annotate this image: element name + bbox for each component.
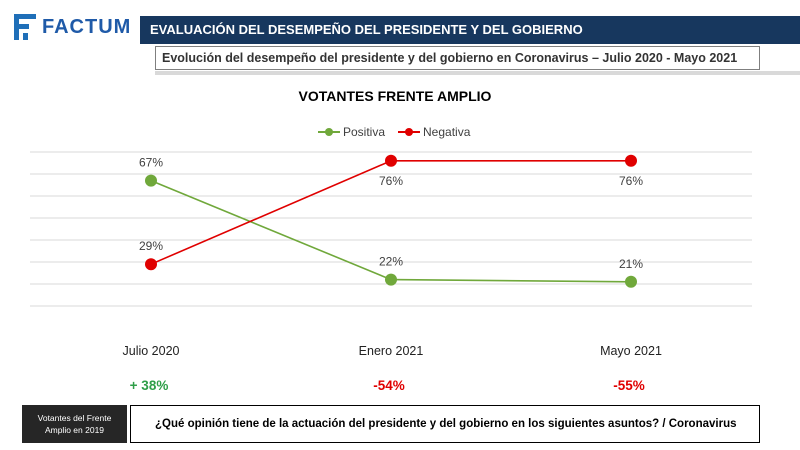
survey-question: ¿Qué opinión tiene de la actuación del p… [130,405,760,443]
data-label-negativa-0: 29% [139,239,163,253]
point-negativa-0 [145,258,157,271]
sample-label: Votantes del Frente Amplio en 2019 [22,405,127,443]
data-label-positiva-2: 21% [619,257,643,271]
legend-label-negativa: Negativa [423,125,471,139]
legend-label-positiva: Positiva [343,125,385,139]
x-tick-label-2: Mayo 2021 [600,344,662,358]
chart-title: VOTANTES FRENTE AMPLIO [298,88,492,104]
point-negativa-1 [385,154,397,167]
point-positiva-0 [145,174,157,187]
page-title: EVALUACIÓN DEL DESEMPEÑO DEL PRESIDENTE … [140,16,800,44]
point-positiva-1 [385,273,397,286]
difference-label-0: + 38% [130,378,169,393]
line-chart: Positiva Negativa 67% 22% 21% 29% 76% 76% Julio … [30,125,752,393]
difference-label-1: -54% [373,378,405,393]
difference-label-2: -55% [613,378,645,393]
data-label-negativa-1: 76% [379,174,403,188]
x-tick-label-0: Julio 2020 [123,344,180,358]
data-label-positiva-1: 22% [379,255,403,269]
factum-logo-icon [14,14,36,40]
point-positiva-2 [625,275,637,288]
factum-logo: FACTUM [14,14,131,40]
subtitle-shadow [155,71,800,75]
legend-marker-negativa [405,128,413,136]
legend-marker-positiva [325,128,333,136]
page-subtitle: Evolución del desempeño del presidente y… [155,46,760,70]
data-label-negativa-2: 76% [619,174,643,188]
data-label-positiva-0: 67% [139,156,163,170]
point-negativa-2 [625,154,637,167]
logo-text: FACTUM [42,15,132,38]
x-tick-label-1: Enero 2021 [359,344,424,358]
